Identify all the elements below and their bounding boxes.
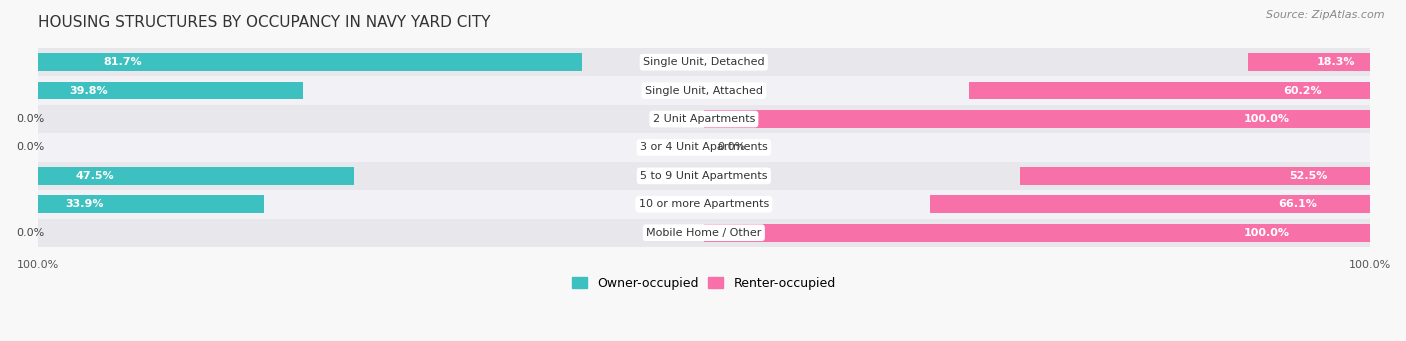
Bar (38, 54, 582, 71)
Text: 0.0%: 0.0% (17, 228, 45, 238)
Text: 81.7%: 81.7% (103, 57, 142, 67)
Text: 10 or more Apartments: 10 or more Apartments (638, 199, 769, 209)
Bar (704, 224, 1369, 241)
Legend: Owner-occupied, Renter-occupied: Owner-occupied, Renter-occupied (567, 272, 841, 295)
Text: 2 Unit Apartments: 2 Unit Apartments (652, 114, 755, 124)
Text: Source: ZipAtlas.com: Source: ZipAtlas.com (1267, 10, 1385, 20)
Text: 3 or 4 Unit Apartments: 3 or 4 Unit Apartments (640, 143, 768, 152)
Text: 100.0%: 100.0% (1244, 114, 1289, 124)
Text: HOUSING STRUCTURES BY OCCUPANCY IN NAVY YARD CITY: HOUSING STRUCTURES BY OCCUPANCY IN NAVY … (38, 15, 491, 30)
Bar (704, 110, 1369, 128)
Text: 0.0%: 0.0% (17, 143, 45, 152)
Bar (38, 76, 1369, 105)
Text: 0.0%: 0.0% (717, 143, 745, 152)
Bar (38, 190, 1369, 219)
Text: Single Unit, Attached: Single Unit, Attached (645, 86, 763, 95)
Bar (38, 105, 1369, 133)
Text: 66.1%: 66.1% (1278, 199, 1317, 209)
Text: 39.8%: 39.8% (70, 86, 108, 95)
Bar (1021, 167, 1369, 185)
Text: 100.0%: 100.0% (1244, 228, 1289, 238)
Bar (38, 48, 1369, 76)
Text: 0.0%: 0.0% (17, 114, 45, 124)
Bar (38, 219, 1369, 247)
Bar (929, 195, 1369, 213)
Text: 47.5%: 47.5% (76, 171, 114, 181)
Bar (38, 82, 302, 100)
Text: Mobile Home / Other: Mobile Home / Other (647, 228, 762, 238)
Text: Single Unit, Detached: Single Unit, Detached (643, 57, 765, 67)
Text: 60.2%: 60.2% (1284, 86, 1322, 95)
Bar (1249, 54, 1369, 71)
Bar (38, 195, 263, 213)
Bar (38, 133, 1369, 162)
Text: 5 to 9 Unit Apartments: 5 to 9 Unit Apartments (640, 171, 768, 181)
Bar (38, 162, 1369, 190)
Text: 33.9%: 33.9% (65, 199, 104, 209)
Bar (969, 82, 1369, 100)
Bar (38, 167, 354, 185)
Text: 52.5%: 52.5% (1289, 171, 1327, 181)
Text: 18.3%: 18.3% (1317, 57, 1355, 67)
